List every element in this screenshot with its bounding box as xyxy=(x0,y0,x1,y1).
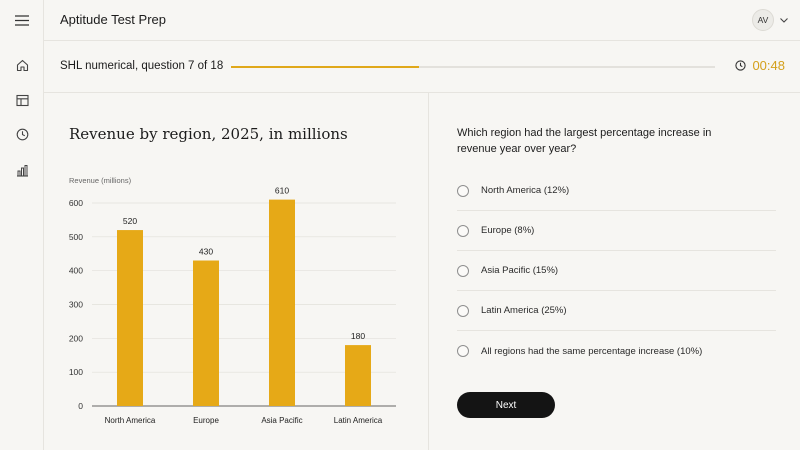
y-tick-label: 0 xyxy=(78,401,83,411)
y-tick-label: 200 xyxy=(69,333,83,343)
answer-option[interactable]: Europe (8%) xyxy=(457,211,776,251)
radio-button[interactable] xyxy=(457,264,469,277)
y-axis-label: Revenue (millions) xyxy=(69,176,132,185)
progress-track xyxy=(231,66,715,68)
bar xyxy=(193,260,219,406)
y-tick-label: 100 xyxy=(69,367,83,377)
option-label: Asia Pacific (15%) xyxy=(481,265,559,276)
clock-icon xyxy=(16,128,28,140)
data-label: 430 xyxy=(199,247,213,257)
timer: 00:48 xyxy=(735,58,785,73)
menu-button[interactable] xyxy=(12,10,32,30)
y-tick-label: 500 xyxy=(69,232,83,242)
answer-option[interactable]: All regions had the same percentage incr… xyxy=(457,331,776,371)
timer-text: 00:48 xyxy=(752,58,785,73)
data-label: 610 xyxy=(275,186,289,196)
table-icon xyxy=(15,94,29,106)
progress-fill xyxy=(231,66,420,68)
question-text: Which region had the largest percentage … xyxy=(457,127,712,155)
hamburger-icon xyxy=(15,14,29,26)
question-counter: SHL numerical, question 7 of 18 xyxy=(60,60,224,72)
bar-chart: Revenue (millions) 0 100 200 300 400 500 600 520… xyxy=(69,176,396,425)
radio-button[interactable] xyxy=(457,184,469,197)
sidebar-item-table[interactable] xyxy=(12,90,32,110)
option-label: North America (12%) xyxy=(481,185,570,196)
account-menu[interactable]: AV xyxy=(752,9,788,31)
y-tick-label: 400 xyxy=(69,266,83,276)
header: Aptitude Test Prep AV xyxy=(44,0,800,41)
radio-button[interactable] xyxy=(457,224,469,237)
x-tick-label: Europe xyxy=(193,416,219,425)
answer-option[interactable]: North America (12%) xyxy=(457,171,776,211)
x-tick-label: Latin America xyxy=(334,416,383,425)
clock-icon xyxy=(735,60,747,71)
progress-row: SHL numerical, question 7 of 18 00:48 xyxy=(44,41,800,93)
chart-panel: Revenue by region, 2025, in millions Rev… xyxy=(44,93,429,450)
sidebar-item-home[interactable] xyxy=(12,55,32,75)
home-icon xyxy=(16,59,28,71)
avatar: AV xyxy=(752,9,774,31)
data-label: 180 xyxy=(351,331,365,341)
data-label: 520 xyxy=(123,216,137,226)
x-tick-label: North America xyxy=(105,416,156,425)
chevron-down-icon xyxy=(780,17,788,23)
chart-title: Revenue by region, 2025, in millions xyxy=(69,125,348,143)
sidebar-item-stats[interactable] xyxy=(12,160,32,180)
y-tick-label: 300 xyxy=(69,300,83,310)
option-label: All regions had the same percentage incr… xyxy=(481,345,703,357)
bar xyxy=(269,199,295,406)
app-title: Aptitude Test Prep xyxy=(60,12,166,27)
bar xyxy=(117,230,143,406)
y-tick-label: 600 xyxy=(69,198,83,208)
next-button[interactable]: Next xyxy=(457,392,555,418)
option-label: Latin America (25%) xyxy=(481,305,567,316)
radio-button[interactable] xyxy=(457,304,469,317)
radio-button[interactable] xyxy=(457,345,469,357)
bar xyxy=(345,345,371,406)
question-panel: Which region had the largest percentage … xyxy=(429,93,800,450)
x-tick-label: Asia Pacific xyxy=(261,416,302,425)
bar-chart-icon xyxy=(16,164,28,177)
sidebar xyxy=(0,0,44,450)
option-label: Europe (8%) xyxy=(481,225,535,236)
answer-option[interactable]: Latin America (25%) xyxy=(457,291,776,331)
answer-options: North America (12%) Europe (8%) Asia Pac… xyxy=(457,171,776,371)
sidebar-item-history[interactable] xyxy=(12,124,32,144)
answer-option[interactable]: Asia Pacific (15%) xyxy=(457,251,776,291)
